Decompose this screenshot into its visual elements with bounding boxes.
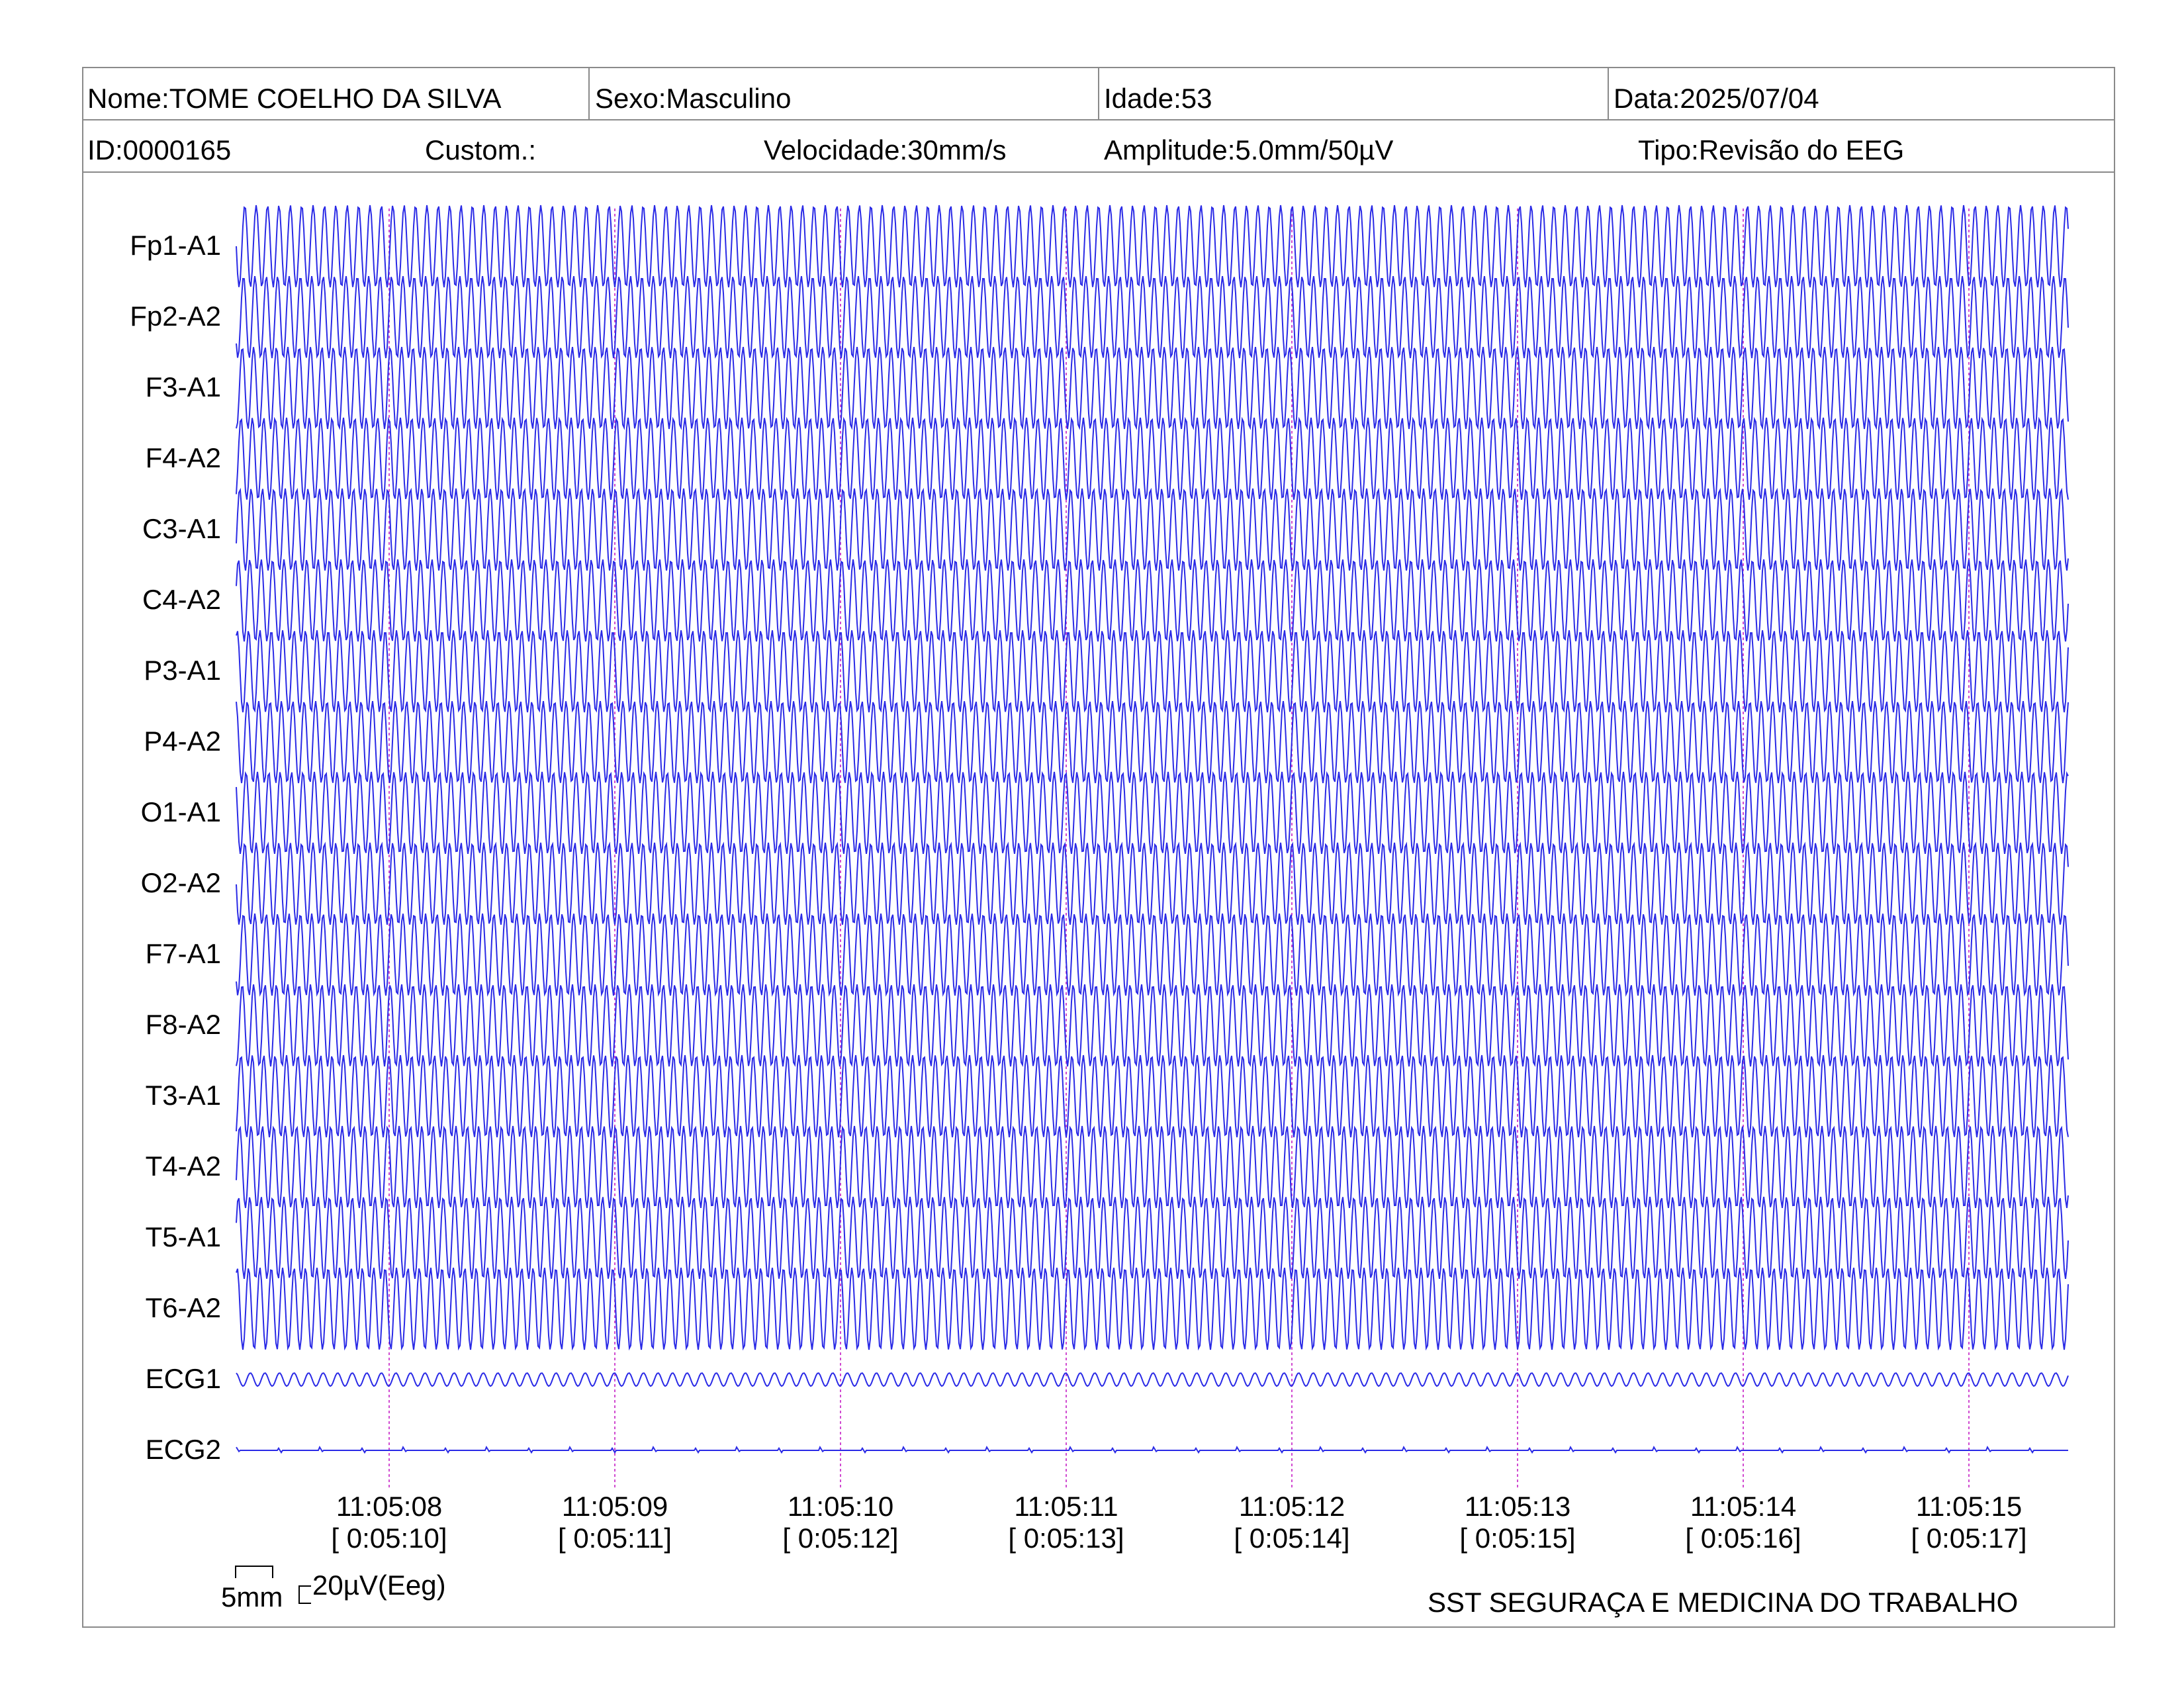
custom-field: Custom.: [425, 134, 537, 165]
trace-fp2-a2 [236, 275, 2069, 359]
time-mark-clock: 11:05:13 [1464, 1491, 1571, 1522]
patient-sex: Sexo:Masculino [595, 83, 792, 114]
channel-label: Fp2-A2 [130, 301, 221, 332]
paper-speed: Velocidade:30mm/s [764, 134, 1007, 165]
time-mark-label: 11:05:09[ 0:05:11] [529, 1491, 701, 1555]
trace-t5-a1 [236, 1196, 2069, 1280]
time-mark-elapsed: [ 0:05:15] [1459, 1523, 1576, 1554]
header-divider [82, 119, 2115, 120]
time-mark-label: 11:05:12[ 0:05:14] [1206, 1491, 1378, 1555]
time-mark-clock: 11:05:11 [1014, 1491, 1118, 1522]
channel-label: T4-A2 [145, 1150, 221, 1182]
trace-f4-a2 [236, 416, 2069, 500]
amplitude-scale-label: 20µV(Eeg) [312, 1570, 446, 1601]
channel-label: F7-A1 [145, 938, 221, 969]
channel-label: T3-A1 [145, 1080, 221, 1111]
patient-name: Nome:TOME COELHO DA SILVA [87, 83, 502, 114]
channel-label: C3-A1 [142, 513, 221, 544]
channel-label: O2-A2 [140, 867, 221, 898]
amp-scale-bracket-icon [298, 1585, 311, 1604]
patient-age: Idade:53 [1104, 83, 1212, 114]
time-mark-clock: 11:05:09 [561, 1491, 668, 1522]
organization-name: SST SEGURAÇA E MEDICINA DO TRABALHO [1428, 1587, 2019, 1618]
time-mark-elapsed: [ 0:05:10] [331, 1523, 447, 1554]
trace-p3-a1 [236, 630, 2069, 713]
trace-t6-a2 [236, 1267, 2069, 1351]
channel-label: ECG1 [145, 1363, 221, 1394]
trace-ecg1 [236, 1372, 2069, 1387]
time-mark-elapsed: [ 0:05:17] [1911, 1523, 2027, 1554]
time-mark-label: 11:05:13[ 0:05:15] [1432, 1491, 1604, 1555]
trace-fp1-a1 [236, 205, 2069, 288]
header-col-divider [588, 67, 590, 120]
amplitude-setting: Amplitude:5.0mm/50µV [1104, 134, 1394, 165]
channel-label: F8-A2 [145, 1009, 221, 1040]
trace-f7-a1 [236, 913, 2069, 997]
channel-label: P4-A2 [144, 726, 221, 757]
time-mark-clock: 11:05:14 [1690, 1491, 1797, 1522]
time-scale-label: 5mm [221, 1581, 283, 1613]
time-mark-clock: 11:05:12 [1238, 1491, 1345, 1522]
channel-label: P3-A1 [144, 655, 221, 686]
channel-label: Fp1-A1 [130, 230, 221, 261]
trace-o2-a2 [236, 841, 2069, 925]
exam-date: Data:2025/07/04 [1614, 83, 1819, 114]
time-mark-label: 11:05:14[ 0:05:16] [1657, 1491, 1829, 1555]
time-mark-clock: 11:05:10 [787, 1491, 894, 1522]
trace-p4-a2 [236, 700, 2069, 784]
header-col-divider [1098, 67, 1099, 120]
channel-label: O1-A1 [140, 796, 221, 827]
time-mark-elapsed: [ 0:05:16] [1685, 1523, 1801, 1554]
time-mark-elapsed: [ 0:05:14] [1234, 1523, 1350, 1554]
trace-f8-a2 [236, 984, 2069, 1067]
exam-type: Tipo:Revisão do EEG [1638, 134, 1905, 165]
time-mark-label: 11:05:15[ 0:05:17] [1883, 1491, 2055, 1555]
trace-ecg2 [236, 1446, 2068, 1454]
time-mark-label: 11:05:10[ 0:05:12] [754, 1491, 927, 1555]
time-mark-clock: 11:05:08 [336, 1491, 443, 1522]
channel-label: T5-A1 [145, 1221, 221, 1252]
trace-t4-a2 [236, 1125, 2069, 1209]
time-mark-clock: 11:05:15 [1915, 1491, 2023, 1522]
channel-label: C4-A2 [142, 584, 221, 615]
header-bottom-rule [82, 171, 2115, 173]
channel-label: ECG2 [145, 1434, 221, 1465]
header-col-divider [1608, 67, 1609, 120]
trace-f3-a1 [236, 346, 2069, 430]
trace-c3-a1 [236, 487, 2069, 571]
trace-t3-a1 [236, 1055, 2069, 1138]
channel-label: T6-A2 [145, 1292, 221, 1323]
patient-id: ID:0000165 [87, 134, 232, 165]
time-mark-label: 11:05:08[ 0:05:10] [303, 1491, 475, 1555]
time-mark-elapsed: [ 0:05:13] [1008, 1523, 1124, 1554]
trace-o1-a1 [236, 771, 2069, 855]
channel-label: F4-A2 [145, 442, 221, 473]
time-scale-bracket-icon [235, 1566, 273, 1578]
channel-label: F3-A1 [145, 371, 221, 402]
time-mark-label: 11:05:11[ 0:05:13] [980, 1491, 1152, 1555]
trace-c4-a2 [236, 559, 2069, 642]
time-mark-elapsed: [ 0:05:11] [557, 1523, 672, 1554]
time-mark-elapsed: [ 0:05:12] [782, 1523, 899, 1554]
